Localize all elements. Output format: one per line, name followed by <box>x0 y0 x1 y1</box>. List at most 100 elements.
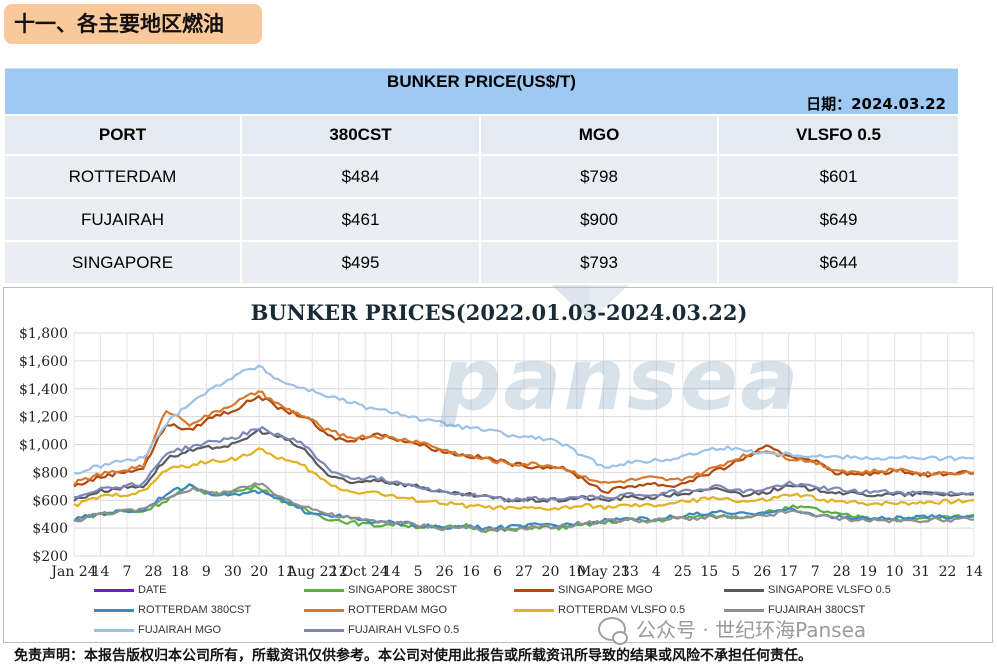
y-tick-label: $200 <box>32 549 68 565</box>
legend-entry: SINGAPORE VLSFO 0.5 <box>724 584 891 596</box>
series-line <box>73 364 975 475</box>
legend-entry: FUJAIRAH VLSFO 0.5 <box>304 624 459 636</box>
legend-swatch <box>724 588 764 592</box>
x-tick-label: 10 <box>886 564 904 580</box>
x-tick-label: 26 <box>436 564 454 580</box>
legend-entry: SINGAPORE MGO <box>514 584 653 596</box>
y-tick-label: $1,600 <box>19 354 68 370</box>
bunker-prices-chart: BUNKER PRICES(2022.01.03-2024.03.22) $20… <box>3 287 993 643</box>
x-tick-label: 26 <box>753 564 771 580</box>
wechat-label: 公众号 · 世纪环海Pansea <box>598 614 867 645</box>
x-tick-label: 11 <box>277 564 295 580</box>
series-line <box>73 428 975 503</box>
series-line <box>73 390 974 486</box>
series-line <box>73 482 975 533</box>
legend-swatch <box>514 608 554 612</box>
legend-swatch <box>724 608 764 612</box>
wechat-icon <box>598 616 628 645</box>
chart-plot: $200 $400 $600 $800 $1,000 $1,200 $1,400 $1,600… <box>19 326 983 580</box>
x-tick-label: 10 <box>568 564 586 580</box>
y-tick-label: $1,800 <box>19 326 68 342</box>
legend-label: SINGAPORE MGO <box>558 584 653 596</box>
cell-vlsfo: $644 <box>819 252 858 272</box>
legend-swatch <box>304 628 344 632</box>
legend-swatch <box>94 628 134 632</box>
x-tick-label: 7 <box>122 564 131 580</box>
watermark-text: pansea <box>440 330 801 430</box>
disclaimer: 免责声明：本报告版权归本公司所有，所载资讯仅供参考。本公司对使用此报告或所载资讯… <box>14 648 812 664</box>
x-tick-label: 5 <box>731 564 740 580</box>
y-tick-label: $600 <box>32 493 68 509</box>
y-tick-label: $800 <box>32 465 68 481</box>
table-row: SINGAPORE $495 $793 $644 <box>5 242 958 285</box>
series-line <box>73 447 975 511</box>
series-line <box>73 426 975 503</box>
x-tick-label: 18 <box>171 564 189 580</box>
x-tick-label: 15 <box>700 564 718 580</box>
y-tick-label: $1,000 <box>19 438 68 454</box>
x-tick-label: 25 <box>674 564 692 580</box>
table-row: ROTTERDAM $484 $798 $601 <box>5 156 958 199</box>
legend-entry: DATE <box>94 584 167 596</box>
chart-title: BUNKER PRICES(2022.01.03-2024.03.22) <box>250 300 748 325</box>
table-row: FUJAIRAH $461 $900 $649 <box>5 199 958 242</box>
legend-entry: ROTTERDAM 380CST <box>94 604 251 616</box>
table-date: 日期：2024.03.22 <box>806 95 946 113</box>
x-tick-label: 9 <box>202 564 211 580</box>
legend-label: FUJAIRAH MGO <box>138 624 222 636</box>
bunker-price-table: BUNKER PRICE(US$/T) 日期：2024.03.22 PORT 3… <box>5 68 958 285</box>
x-tick-label: 31 <box>912 564 930 580</box>
x-tick-label: 20 <box>250 564 268 580</box>
header-port: PORT <box>5 116 242 154</box>
x-tick-label: 28 <box>833 564 851 580</box>
x-tick-label: 14 <box>965 564 983 580</box>
y-tick-label: $1,400 <box>19 382 68 398</box>
legend-swatch <box>94 608 134 612</box>
series-line <box>73 394 975 494</box>
legend-label: ROTTERDAM VLSFO 0.5 <box>558 604 686 616</box>
legend-label: ROTTERDAM MGO <box>348 604 447 616</box>
x-tick-label: 22 <box>939 564 957 580</box>
cell-380cst: $484 <box>242 156 481 197</box>
header-380cst: 380CST <box>242 116 481 154</box>
x-tick-label: 12 <box>330 564 348 580</box>
y-tick-label: $1,200 <box>19 410 68 426</box>
legend-label: ROTTERDAM 380CST <box>138 604 252 616</box>
cell-vlsfo: $649 <box>819 209 858 229</box>
x-tick-label: 14 <box>383 564 401 580</box>
x-tick-label: 13 <box>621 564 639 580</box>
header-vlsfo: VLSFO 0.5 <box>795 125 882 144</box>
x-tick-label: 30 <box>224 564 242 580</box>
legend-swatch <box>304 588 344 592</box>
table-title-bar: BUNKER PRICE(US$/T) 日期：2024.03.22 <box>5 68 958 114</box>
legend-label: FUJAIRAH 380CST <box>768 604 866 616</box>
x-tick-label: 17 <box>780 564 798 580</box>
legend-entry: ROTTERDAM VLSFO 0.5 <box>514 604 685 616</box>
cell-380cst: $461 <box>242 199 481 240</box>
wechat-text: 公众号 · 世纪环海Pansea <box>636 618 867 642</box>
y-tick-label: $400 <box>32 521 68 537</box>
legend-swatch <box>94 588 134 592</box>
x-tick-label: 14 <box>92 564 110 580</box>
section-title: 十一、各主要地区燃油 <box>4 4 262 44</box>
cell-port: FUJAIRAH <box>5 199 242 240</box>
x-tick-label: 4 <box>652 564 661 580</box>
cell-vlsfo: $601 <box>819 166 858 186</box>
legend-swatch <box>514 588 554 592</box>
legend-entry: ROTTERDAM MGO <box>304 604 447 616</box>
x-tick-label: 5 <box>414 564 423 580</box>
x-tick-label: 7 <box>811 564 820 580</box>
cell-mgo: $793 <box>481 242 719 283</box>
legend-swatch <box>304 608 344 612</box>
table-header-row: PORT 380CST MGO VLSFO 0.5 <box>5 114 958 156</box>
x-tick-label: May 23 <box>577 564 630 580</box>
cell-port: ROTTERDAM <box>5 156 242 197</box>
x-tick-label: 27 <box>515 564 533 580</box>
cell-380cst: $495 <box>242 242 481 283</box>
x-tick-label: 6 <box>493 564 502 580</box>
cell-port: SINGAPORE <box>5 242 242 283</box>
legend-label: DATE <box>138 584 167 596</box>
cell-mgo: $900 <box>481 199 719 240</box>
legend-label: FUJAIRAH VLSFO 0.5 <box>348 624 460 636</box>
header-mgo: MGO <box>481 116 719 154</box>
